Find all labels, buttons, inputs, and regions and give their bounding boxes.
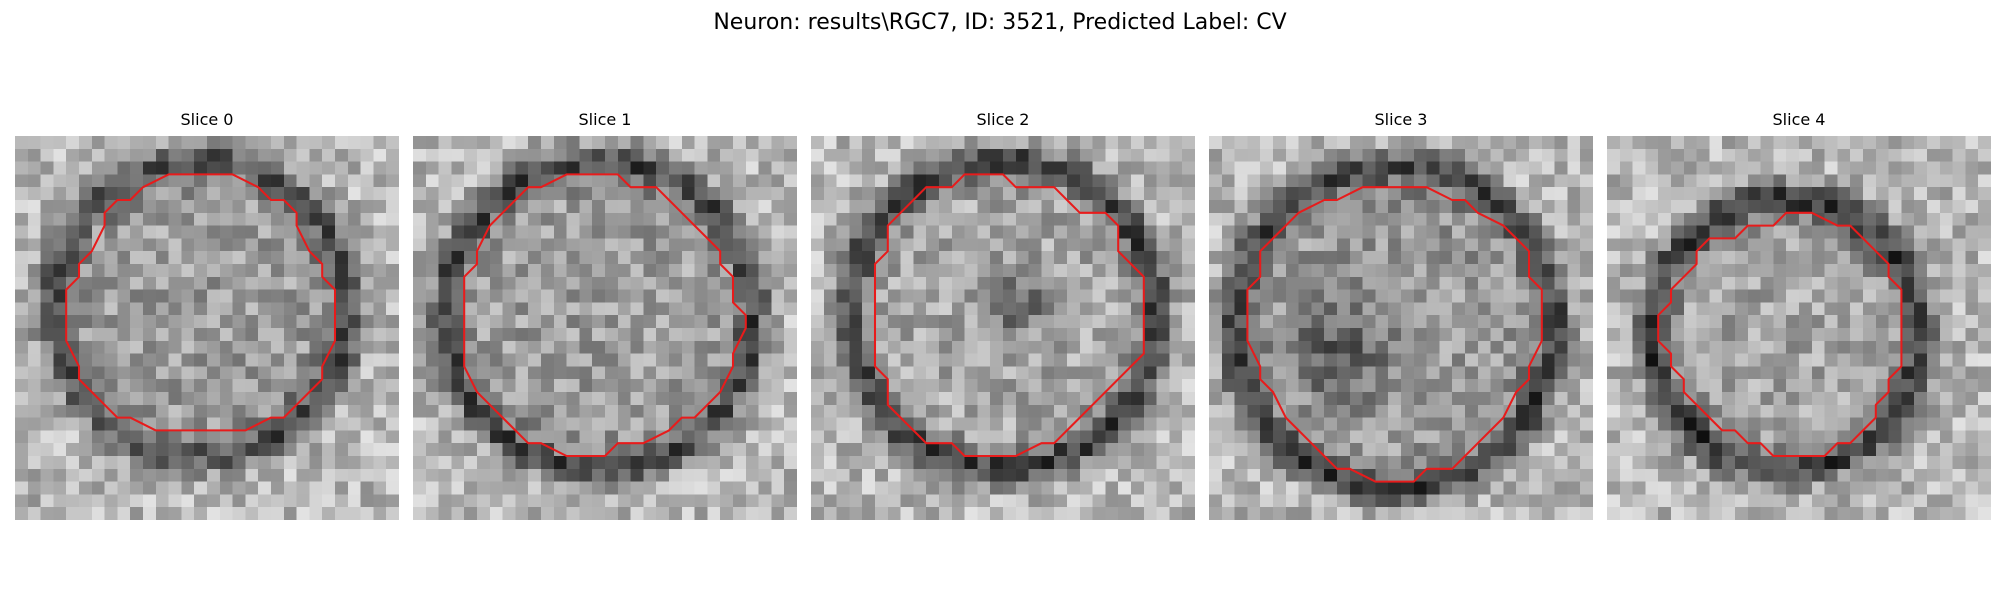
grayscale-pixels (811, 136, 1195, 520)
slice-image-2 (811, 136, 1195, 520)
grayscale-pixels (1607, 136, 1991, 520)
slice-panel-2: Slice 2 (811, 107, 1195, 520)
slice-image-3 (1209, 136, 1593, 520)
slice-panel-1: Slice 1 (413, 107, 797, 520)
slice-image-4 (1607, 136, 1991, 520)
grayscale-pixels (15, 136, 399, 520)
slice-title: Slice 3 (1374, 110, 1428, 129)
slice-title: Slice 4 (1772, 110, 1826, 129)
slice-panel-0: Slice 0 (15, 107, 399, 520)
slice-panel-3: Slice 3 (1209, 107, 1593, 520)
segmentation-contour (65, 173, 337, 432)
slice-title: Slice 0 (180, 110, 234, 129)
slice-title: Slice 2 (976, 110, 1030, 129)
slice-title: Slice 1 (578, 110, 632, 129)
slice-image-0 (15, 136, 399, 520)
grayscale-pixels (1209, 136, 1593, 520)
segmentation-contour (873, 173, 1145, 458)
segmentation-contour (1657, 211, 1903, 458)
slice-image-1 (413, 136, 797, 520)
segmentation-contour (463, 173, 747, 458)
figure-title: Neuron: results\RGC7, ID: 3521, Predicte… (713, 10, 1287, 35)
segmentation-contour (1246, 186, 1543, 483)
grayscale-pixels (413, 136, 797, 520)
slice-panel-4: Slice 4 (1607, 107, 1991, 520)
